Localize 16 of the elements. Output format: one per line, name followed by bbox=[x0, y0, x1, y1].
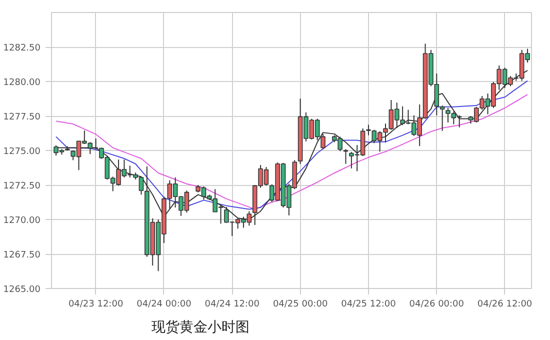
y-tick-label: 1270.00 bbox=[3, 216, 41, 226]
x-tick-label: 04/25 12:00 bbox=[341, 300, 396, 310]
y-tick-label: 1272.50 bbox=[3, 182, 41, 192]
y-tick-label: 1265.00 bbox=[3, 285, 41, 295]
x-tick-label: 04/24 00:00 bbox=[136, 300, 192, 310]
x-tick-label: 04/24 12:00 bbox=[204, 300, 260, 310]
x-tick-label: 04/23 12:00 bbox=[68, 300, 124, 310]
y-tick-label: 1277.50 bbox=[3, 112, 41, 122]
y-tick-label: 1282.50 bbox=[3, 44, 41, 54]
y-tick-label: 1280.00 bbox=[3, 78, 41, 88]
text: 现货黄金小时图 bbox=[152, 320, 250, 336]
x-tick-label: 04/25 00:00 bbox=[272, 300, 328, 310]
x-tick-label: 04/26 00:00 bbox=[409, 300, 464, 310]
x-tick-label: 04/26 12:00 bbox=[477, 300, 532, 310]
y-tick-label: 1275.00 bbox=[3, 147, 41, 157]
y-tick-label: 1267.50 bbox=[3, 250, 41, 260]
